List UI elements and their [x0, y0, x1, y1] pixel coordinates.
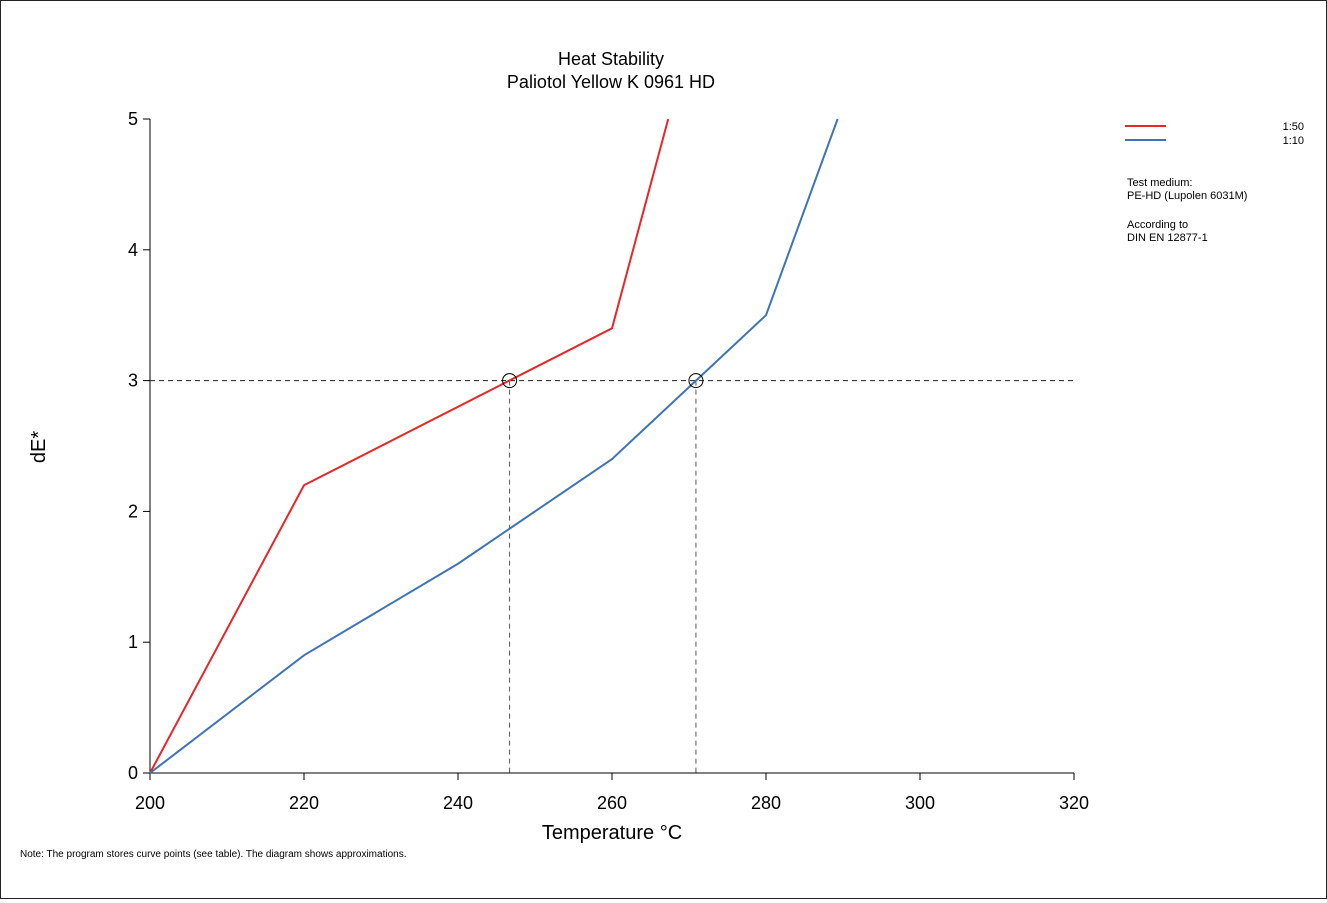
x-tick-label: 200: [135, 793, 165, 813]
intersection-marker: [688, 373, 704, 389]
according-to-label: According to: [1127, 219, 1188, 231]
y-tick-label: 1: [128, 632, 138, 652]
x-axis-label: Temperature °C: [542, 822, 682, 844]
x-tick-label: 220: [289, 793, 319, 813]
axes: 0 1 2 3 4 5 200 220 240 260 280 300 320: [128, 109, 1089, 813]
series-line-1-50: [149, 118, 670, 774]
legend-label: 1:10: [1283, 135, 1304, 147]
reference-lines: [150, 380, 1074, 773]
legend: 1:50 1:10: [1125, 121, 1304, 147]
x-tick-label: 280: [751, 793, 781, 813]
according-to-value: DIN EN 12877-1: [1127, 232, 1208, 244]
y-axis-label: dE*: [28, 431, 50, 463]
y-tick-label: 2: [128, 501, 138, 521]
x-tick-label: 300: [905, 793, 935, 813]
x-tick-label: 240: [443, 793, 473, 813]
test-medium-label: Test medium:: [1127, 177, 1192, 189]
x-tick-label: 320: [1059, 793, 1089, 813]
y-tick-label: 0: [128, 763, 138, 783]
legend-label: 1:50: [1283, 121, 1304, 133]
footnote: Note: The program stores curve points (s…: [20, 849, 406, 860]
test-medium-value: PE-HD (Lupolen 6031M): [1127, 190, 1247, 202]
series-line-1-10: [149, 118, 839, 774]
x-tick-label: 260: [597, 793, 627, 813]
y-tick-label: 3: [128, 371, 138, 391]
intersection-marker: [502, 373, 518, 389]
chart-subtitle: Paliotol Yellow K 0961 HD: [507, 72, 715, 92]
series-layer: [149, 118, 839, 774]
chart-title: Heat Stability: [558, 49, 664, 69]
y-tick-label: 5: [128, 109, 138, 129]
marker-layer: [502, 373, 704, 389]
y-tick-label: 4: [128, 240, 138, 260]
